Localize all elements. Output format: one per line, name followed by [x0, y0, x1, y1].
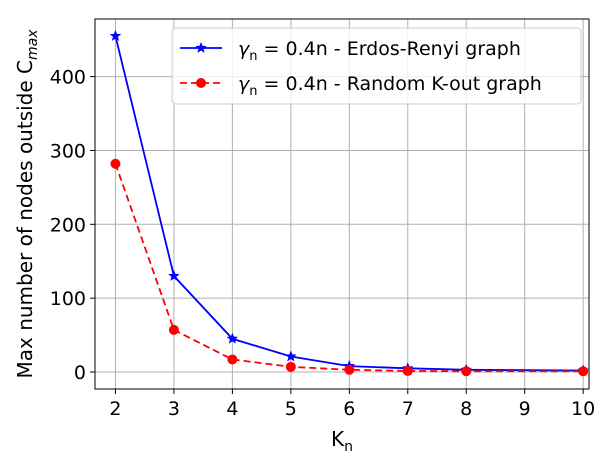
y-axis-label: Max number of nodes outside Cmax	[13, 29, 41, 379]
legend-box	[171, 27, 582, 105]
x-tick-label: 6	[343, 398, 355, 420]
y-tick-label: 200	[50, 214, 86, 236]
x-tick-label: 5	[285, 398, 297, 420]
series-2-point	[110, 158, 121, 169]
x-tick-label: 10	[571, 398, 595, 420]
x-tick-label: 9	[519, 398, 531, 420]
series-1-point	[168, 269, 180, 282]
x-tick-label: 2	[109, 398, 121, 420]
series-2-point	[402, 365, 413, 376]
legend-entry-2: γn = 0.4n - Random K-out graph	[180, 73, 542, 99]
series-1-point	[109, 29, 122, 42]
y-tick-label: 100	[50, 288, 86, 310]
series-2-point	[285, 361, 296, 372]
series-2-line	[114, 163, 584, 373]
series-2-point	[578, 366, 589, 377]
plot-frame	[94, 18, 590, 390]
series-1-point	[284, 350, 297, 362]
series-2-point	[227, 354, 238, 365]
legend-label: γn = 0.4n - Erdos-Renyi graph	[238, 38, 521, 64]
series-2-point	[461, 366, 472, 377]
y-tick-label: 400	[50, 67, 86, 89]
x-tick-label: 4	[226, 398, 238, 420]
series-1-point	[226, 332, 239, 344]
y-tick-label: 0	[74, 362, 86, 384]
legend-entry-1: γn = 0.4n - Erdos-Renyi graph	[180, 38, 521, 64]
series-2	[110, 158, 589, 377]
legend-label: γn = 0.4n - Random K-out graph	[238, 73, 542, 99]
series-2-point	[344, 364, 355, 375]
series-layer	[109, 29, 590, 377]
legend: γn = 0.4n - Erdos-Renyi graph γn = 0.4n -…	[171, 27, 582, 105]
legend-marker	[195, 41, 207, 54]
x-axis-label: Kn	[331, 427, 353, 455]
series-1-line	[114, 35, 584, 372]
x-tick-label: 3	[168, 398, 180, 420]
y-tick-label: 300	[50, 140, 86, 162]
series-2-point	[168, 324, 179, 335]
x-tick-label: 7	[402, 398, 414, 420]
legend-marker	[196, 78, 206, 88]
x-tick-label: 8	[460, 398, 472, 420]
